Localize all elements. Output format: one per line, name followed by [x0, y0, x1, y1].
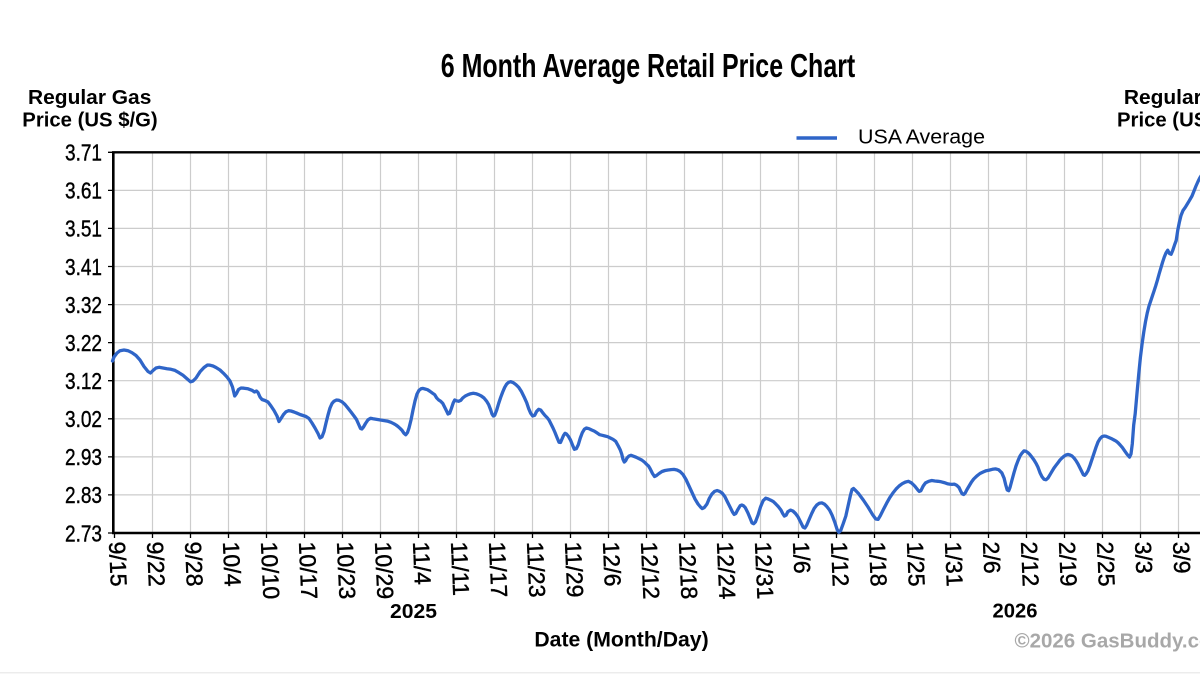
- svg-text:2/12: 2/12: [1016, 541, 1044, 587]
- svg-text:9/22: 9/22: [142, 541, 170, 587]
- svg-text:12/24: 12/24: [712, 541, 740, 600]
- svg-text:6 Month Average Retail Price C: 6 Month Average Retail Price Chart: [441, 47, 856, 84]
- svg-text:1/12: 1/12: [826, 541, 854, 587]
- svg-text:9/28: 9/28: [180, 541, 208, 587]
- svg-text:Regular Gas: Regular Gas: [1124, 87, 1200, 109]
- svg-text:2026: 2026: [993, 601, 1038, 623]
- svg-text:Price (US $/G): Price (US $/G): [1117, 110, 1200, 132]
- svg-text:2/6: 2/6: [978, 541, 1005, 574]
- svg-text:2025: 2025: [390, 601, 437, 623]
- svg-text:Price (US $/G): Price (US $/G): [22, 110, 157, 132]
- svg-text:©2026 GasBuddy.com: ©2026 GasBuddy.com: [1015, 630, 1200, 653]
- svg-text:10/10: 10/10: [256, 541, 284, 600]
- svg-text:12/18: 12/18: [674, 541, 702, 600]
- svg-text:3.32: 3.32: [65, 292, 102, 318]
- svg-text:11/23: 11/23: [522, 541, 550, 598]
- svg-text:2.83: 2.83: [65, 482, 102, 508]
- svg-text:10/17: 10/17: [294, 541, 322, 600]
- svg-text:2.93: 2.93: [65, 444, 102, 470]
- svg-text:1/25: 1/25: [902, 541, 930, 587]
- svg-text:11/17: 11/17: [484, 541, 512, 598]
- svg-text:3/3: 3/3: [1130, 541, 1157, 574]
- svg-text:2/25: 2/25: [1092, 541, 1120, 587]
- svg-text:12/6: 12/6: [598, 541, 626, 587]
- svg-text:10/23: 10/23: [332, 541, 360, 600]
- svg-text:Regular Gas: Regular Gas: [28, 87, 151, 109]
- svg-text:Date (Month/Day): Date (Month/Day): [534, 629, 708, 652]
- svg-text:11/4: 11/4: [408, 541, 436, 585]
- svg-text:12/12: 12/12: [636, 541, 664, 600]
- svg-text:12/31: 12/31: [750, 541, 778, 600]
- svg-text:3.71: 3.71: [65, 140, 102, 166]
- svg-text:3.12: 3.12: [65, 368, 102, 394]
- svg-text:3/9: 3/9: [1168, 541, 1195, 574]
- svg-text:11/11: 11/11: [446, 541, 474, 596]
- svg-text:3.02: 3.02: [65, 406, 102, 432]
- svg-text:11/29: 11/29: [560, 541, 588, 598]
- svg-text:1/6: 1/6: [788, 541, 815, 574]
- svg-text:3.61: 3.61: [65, 178, 102, 204]
- svg-text:10/29: 10/29: [370, 541, 398, 600]
- svg-text:1/18: 1/18: [864, 541, 892, 587]
- svg-text:2.73: 2.73: [65, 520, 102, 546]
- svg-text:2/19: 2/19: [1054, 541, 1082, 587]
- svg-text:3.22: 3.22: [65, 330, 102, 356]
- svg-text:1/31: 1/31: [940, 541, 968, 587]
- svg-text:9/15: 9/15: [104, 541, 132, 587]
- svg-text:3.41: 3.41: [65, 254, 102, 280]
- svg-text:3.51: 3.51: [65, 216, 102, 242]
- svg-text:10/4: 10/4: [218, 541, 246, 587]
- svg-text:USA Average: USA Average: [858, 127, 985, 149]
